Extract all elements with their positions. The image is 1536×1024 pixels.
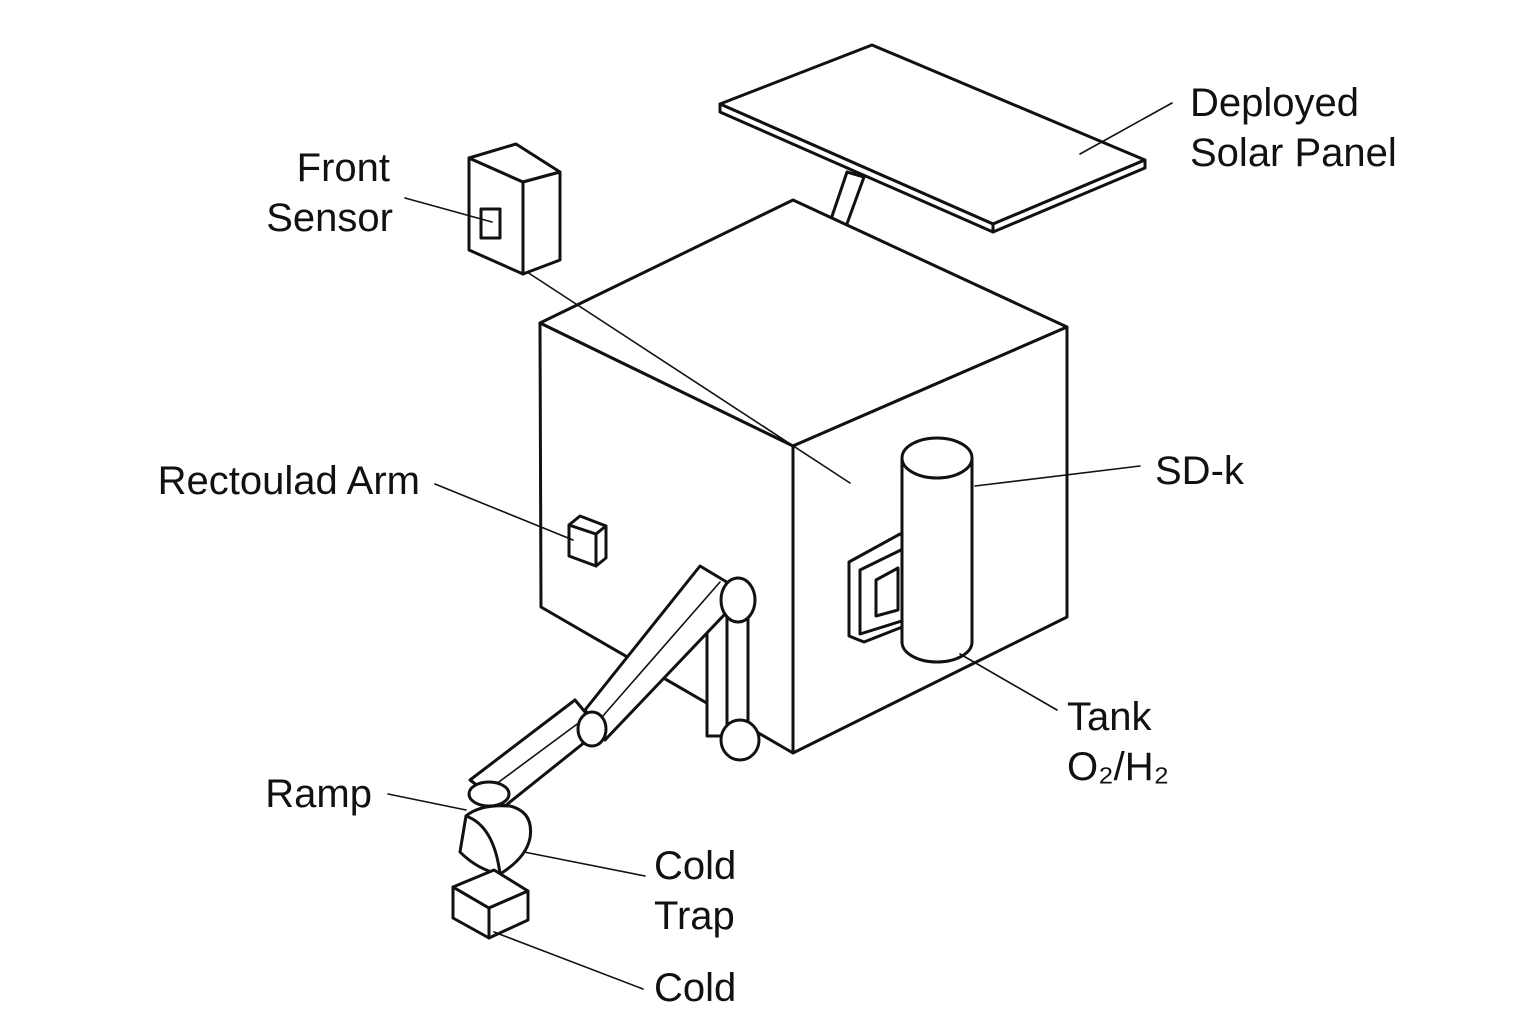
robotic-arm: [467, 564, 761, 808]
label-arm: Rectoulad Arm: [158, 459, 420, 503]
front-port-box: [567, 514, 608, 568]
solar-panel: [718, 43, 1147, 234]
label-sd-k: SD-k: [1155, 449, 1245, 493]
sensor-window: [479, 207, 502, 240]
label-cold-trap-line1: Cold: [654, 844, 736, 888]
main-body: [523, 198, 1069, 755]
leader-front-sensor: [404, 197, 493, 223]
leader-tank: [959, 653, 1058, 711]
leader-cold: [493, 931, 644, 990]
leader-lines: [387, 102, 1173, 990]
ramp-pod: [458, 804, 533, 876]
leader-arm: [434, 483, 574, 541]
label-solar-panel-line1: Deployed: [1190, 81, 1359, 125]
label-tank-line1: Tank: [1067, 695, 1152, 739]
label-cold: Cold: [654, 966, 736, 1010]
label-ramp: Ramp: [265, 772, 372, 816]
tank-cylinder: [900, 436, 974, 664]
front-sensor: [467, 142, 562, 276]
leader-sd-k: [974, 465, 1141, 487]
label-tank-line2: O₂/H₂: [1067, 745, 1169, 789]
label-front-sensor-line1: Front: [297, 146, 390, 190]
leader-cold-trap: [523, 851, 646, 877]
leader-solar-panel: [1079, 102, 1173, 155]
label-cold-trap-line2: Trap: [654, 894, 735, 938]
label-solar-panel-line2: Solar Panel: [1190, 131, 1397, 175]
leader-ramp: [387, 793, 467, 811]
sensor-link-line: [523, 269, 851, 484]
labels: Deployed Solar Panel Front Sensor Rectou…: [158, 81, 1397, 1010]
cold-box: [451, 868, 530, 940]
label-front-sensor-line2: Sensor: [266, 196, 393, 240]
